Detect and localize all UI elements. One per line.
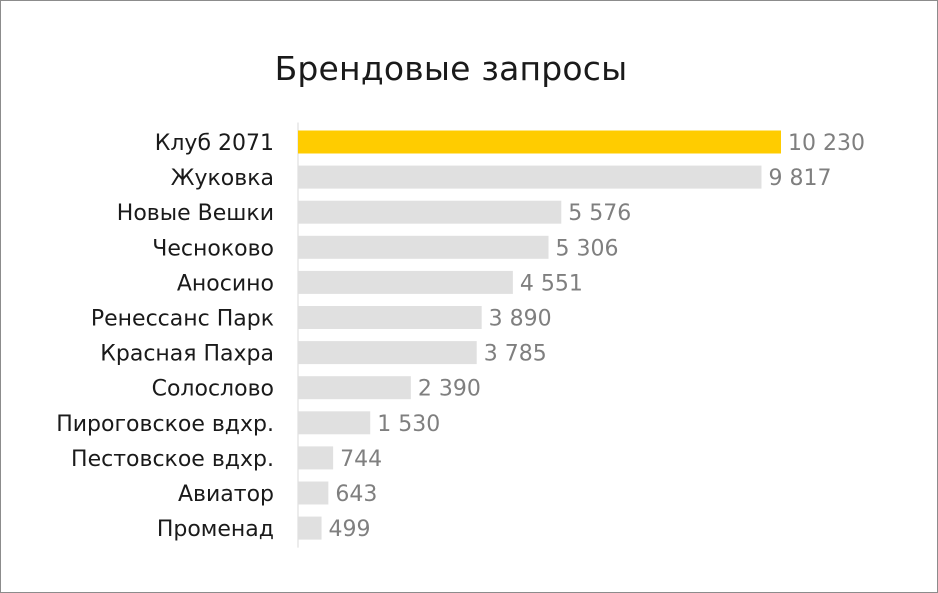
category-label: Новые Вешки [117, 201, 274, 226]
category-label: Променад [157, 517, 274, 542]
value-label: 4 551 [520, 271, 583, 296]
bar [298, 446, 334, 470]
value-label: 9 817 [769, 166, 832, 191]
bar [298, 165, 762, 189]
category-label: Пироговское вдхр. [56, 412, 274, 437]
value-label: 643 [335, 482, 377, 507]
category-label: Солослово [152, 377, 274, 402]
bar [298, 306, 482, 329]
value-label: 10 230 [788, 131, 865, 156]
category-label: Чесноково [152, 236, 274, 261]
bar [298, 516, 322, 540]
value-label: 5 576 [568, 201, 631, 226]
bar [298, 270, 513, 294]
value-label: 3 890 [489, 307, 552, 332]
category-label: Красная Пахра [100, 342, 274, 367]
bar [298, 411, 371, 435]
category-label: Клуб 2071 [155, 131, 274, 156]
bar [298, 376, 411, 400]
bar [298, 341, 477, 365]
value-label: 5 306 [556, 236, 619, 261]
chart-title: Брендовые запросы [274, 49, 628, 88]
category-label: Аносино [177, 271, 274, 296]
bar [298, 235, 549, 259]
bar [298, 200, 562, 224]
value-label: 1 530 [377, 412, 440, 437]
value-label: 2 390 [418, 377, 481, 402]
value-label: 744 [340, 447, 382, 472]
bar [298, 481, 329, 505]
category-label: Пестовское вдхр. [71, 447, 274, 472]
category-label: Жуковка [171, 166, 274, 191]
value-label: 499 [329, 517, 371, 542]
category-label: Авиатор [178, 482, 274, 507]
value-label: 3 785 [484, 342, 547, 367]
category-label: Ренессанс Парк [91, 307, 274, 332]
bar [298, 130, 781, 154]
plot-layer: Клуб 2071 10 230 Жуковка 9 817 Новые Вешки 5 … [56, 122, 865, 548]
